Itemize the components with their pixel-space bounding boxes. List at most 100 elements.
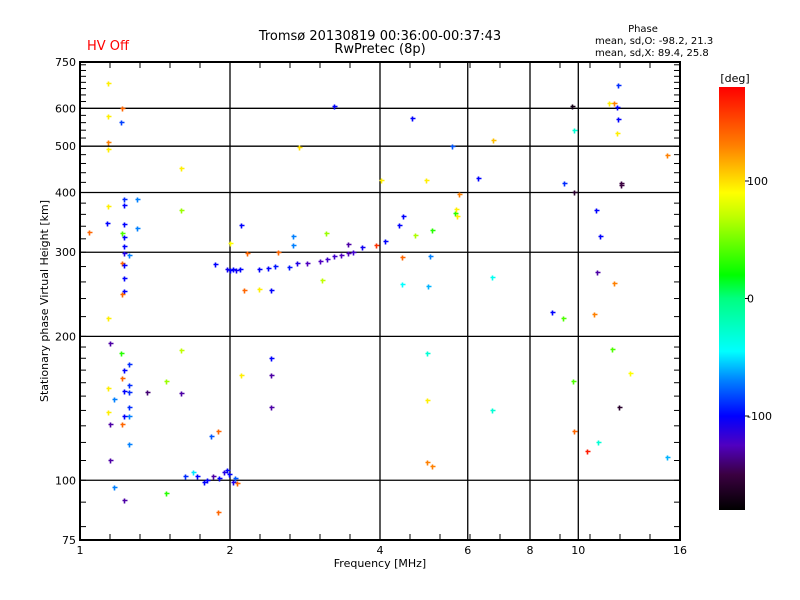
x-tick-label: 8 (527, 544, 534, 557)
data-point (430, 464, 436, 470)
data-point (598, 234, 604, 240)
data-point (257, 267, 263, 273)
data-point (235, 481, 241, 487)
data-point (572, 190, 578, 196)
data-point (127, 414, 133, 420)
data-point (120, 292, 126, 298)
chart-subtitle: RwPretec (8p) (334, 42, 425, 57)
data-point (213, 262, 219, 268)
data-point (231, 267, 237, 273)
data-point (295, 261, 301, 267)
data-point (570, 104, 576, 110)
data-point (106, 114, 112, 120)
data-point (325, 257, 331, 263)
data-point (490, 275, 496, 281)
data-point (106, 204, 112, 210)
data-point (612, 101, 618, 107)
data-point (400, 282, 406, 288)
data-point (491, 138, 497, 144)
data-point (106, 81, 112, 87)
data-point (346, 242, 352, 248)
data-point (379, 178, 385, 184)
data-point (225, 267, 231, 273)
data-point (227, 472, 233, 478)
data-point (594, 208, 600, 214)
x-axis-title: Frequency [MHz] (334, 557, 426, 570)
data-point (332, 104, 338, 110)
data-point (410, 116, 416, 122)
data-point (205, 478, 211, 484)
data-point (572, 128, 578, 134)
grid-lines (80, 62, 680, 540)
data-point (122, 251, 128, 257)
data-point (257, 287, 263, 293)
data-point (211, 474, 217, 480)
data-point (428, 254, 434, 260)
data-point (332, 254, 338, 260)
data-point (120, 106, 126, 112)
data-point (457, 192, 463, 198)
data-point (400, 255, 406, 261)
data-point (455, 214, 461, 220)
y-tick-label: 600 (55, 102, 76, 115)
data-point (665, 153, 671, 159)
data-point (665, 455, 671, 461)
data-point (413, 233, 419, 239)
colorbar-tick-label: 0 (747, 293, 754, 306)
data-points (87, 81, 671, 516)
data-point (122, 289, 128, 295)
data-point (120, 376, 126, 382)
chart-title: Tromsø 20130819 00:36:00-00:37:43 (258, 29, 501, 44)
data-point (120, 231, 126, 237)
data-point (269, 405, 275, 411)
data-point (291, 234, 297, 240)
data-point (453, 211, 459, 217)
data-point (122, 263, 128, 269)
data-point (401, 214, 407, 220)
data-point (305, 261, 311, 267)
data-point (234, 268, 240, 274)
data-point (127, 362, 133, 368)
data-point (425, 351, 431, 357)
colorbar-tick-label: -100 (747, 410, 772, 423)
data-point (450, 144, 456, 150)
data-point (122, 389, 128, 395)
data-point (571, 379, 577, 385)
data-point (127, 405, 133, 411)
data-point (616, 117, 622, 123)
data-point (228, 268, 234, 274)
data-point (228, 241, 234, 247)
data-point (231, 480, 237, 486)
phase-title: Phase (628, 24, 658, 35)
data-point (596, 440, 602, 446)
data-point (612, 281, 618, 287)
data-point (135, 226, 141, 232)
data-point (615, 131, 621, 137)
data-point (320, 278, 326, 284)
data-point (127, 390, 133, 396)
x-tick-label: 16 (673, 544, 687, 557)
data-point (476, 176, 482, 182)
data-point (191, 470, 197, 476)
data-point (216, 429, 222, 435)
data-point (108, 458, 114, 464)
data-point (607, 101, 613, 107)
data-point (105, 221, 111, 227)
data-point (245, 251, 251, 257)
colorbar-ticks: 100 0 -100 (745, 175, 772, 423)
data-point (106, 316, 112, 322)
data-point (269, 356, 275, 362)
data-point (269, 288, 275, 294)
data-point (424, 178, 430, 184)
data-point (127, 253, 133, 259)
data-point (119, 120, 125, 126)
y-tick-label: 100 (55, 474, 76, 487)
data-point (346, 251, 352, 257)
x-tick-label: 4 (377, 544, 384, 557)
data-point (179, 391, 185, 397)
data-point (106, 410, 112, 416)
data-point (585, 449, 591, 455)
data-point (127, 383, 133, 389)
data-point (273, 264, 279, 270)
x-tick-label: 2 (227, 544, 234, 557)
